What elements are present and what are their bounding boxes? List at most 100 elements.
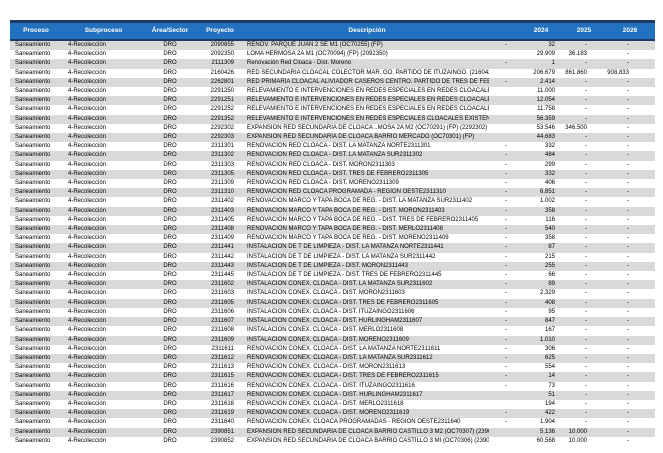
- cell-y2025[interactable]: -: [563, 344, 605, 354]
- cell-proceso[interactable]: Saneamiento: [10, 188, 62, 198]
- cell-proyecto[interactable]: 2311613: [195, 363, 245, 373]
- cell-y2025[interactable]: -: [563, 261, 605, 272]
- column-header-proceso[interactable]: Proceso: [10, 20, 62, 41]
- cell-subproceso[interactable]: 4-Recolección: [62, 252, 145, 262]
- cell-area-sector[interactable]: DRO: [145, 280, 195, 290]
- cell-subproceso[interactable]: 4-Recolección: [62, 289, 145, 299]
- cell-y2024[interactable]: 14: [519, 372, 563, 382]
- cell-proyecto[interactable]: 2311602: [195, 280, 245, 290]
- cell-proceso[interactable]: Saneamiento: [10, 298, 62, 308]
- cell-area-sector[interactable]: DRO: [145, 59, 195, 69]
- cell-subproceso[interactable]: 4-Recolección: [62, 326, 145, 336]
- cell-proceso[interactable]: Saneamiento: [10, 243, 62, 253]
- cell-descripcion[interactable]: INSTALACIÓN CONEX. CLOACA - DIST. MORÓN2…: [245, 289, 489, 299]
- cell-pre-year[interactable]: -: [489, 142, 519, 152]
- cell-y2024[interactable]: 540: [519, 225, 563, 235]
- cell-y2025[interactable]: -: [563, 409, 605, 419]
- cell-descripcion[interactable]: RELEVAMIENTO E INTERVENCIONES EN REDES E…: [245, 105, 489, 115]
- cell-descripcion[interactable]: RENOVACIÓN CONEX. CLOACA - DIST. ITUZAIN…: [245, 381, 489, 391]
- cell-y2024[interactable]: 1.002: [519, 197, 563, 207]
- cell-area-sector[interactable]: DRO: [145, 344, 195, 354]
- cell-proceso[interactable]: Saneamiento: [10, 160, 62, 170]
- cell-subproceso[interactable]: 4-Recolección: [62, 335, 145, 345]
- cell-descripcion[interactable]: RENOVACIÓN RED CLOACA - DIST. LA MATANZA…: [245, 151, 489, 161]
- cell-pre-year[interactable]: -: [489, 418, 519, 428]
- cell-proceso[interactable]: Saneamiento: [10, 169, 62, 180]
- cell-area-sector[interactable]: DRO: [145, 68, 195, 78]
- cell-proyecto[interactable]: 2311619: [195, 409, 245, 419]
- cell-subproceso[interactable]: 4-Recolección: [62, 381, 145, 391]
- column-header-proyecto[interactable]: Proyecto: [195, 20, 245, 41]
- cell-y2024[interactable]: 6.851: [519, 188, 563, 198]
- cell-pre-year[interactable]: [489, 133, 519, 143]
- cell-proyecto[interactable]: 2311617: [195, 390, 245, 400]
- cell-y2026[interactable]: -: [605, 197, 655, 207]
- cell-descripcion[interactable]: RENOVACIÓN CONEX. CLOACA - DIST. TRES DE…: [245, 372, 489, 382]
- cell-area-sector[interactable]: DRO: [145, 298, 195, 308]
- cell-area-sector[interactable]: DRO: [145, 40, 195, 51]
- cell-subproceso[interactable]: 4-Recolección: [62, 151, 145, 161]
- cell-area-sector[interactable]: DRO: [145, 142, 195, 152]
- cell-descripcion[interactable]: RENOVACIÓN CONEX. CLOACA - DIST. LA MATA…: [245, 344, 489, 354]
- column-header-y2025[interactable]: 2025: [563, 20, 605, 41]
- cell-y2026[interactable]: -: [605, 436, 655, 446]
- cell-descripcion[interactable]: INSTALACIÓN CONEX. CLOACA - DIST. HURLIN…: [245, 317, 489, 327]
- cell-y2025[interactable]: -: [563, 298, 605, 308]
- cell-y2024[interactable]: 406: [519, 179, 563, 189]
- cell-y2026[interactable]: -: [605, 427, 655, 437]
- cell-subproceso[interactable]: 4-Recolección: [62, 188, 145, 198]
- cell-proyecto[interactable]: 2390852: [195, 436, 245, 446]
- cell-subproceso[interactable]: 4-Recolección: [62, 114, 145, 124]
- cell-pre-year[interactable]: -: [489, 225, 519, 235]
- cell-pre-year[interactable]: -: [489, 215, 519, 226]
- cell-area-sector[interactable]: DRO: [145, 234, 195, 244]
- cell-proyecto[interactable]: 2311441: [195, 243, 245, 253]
- cell-descripcion[interactable]: RELEVAMIENTO E INTERVENCIONES EN REDES E…: [245, 96, 489, 106]
- cell-area-sector[interactable]: DRO: [145, 133, 195, 143]
- cell-y2024[interactable]: 306: [519, 344, 563, 354]
- cell-proceso[interactable]: Saneamiento: [10, 215, 62, 226]
- cell-y2025[interactable]: -: [563, 188, 605, 198]
- cell-pre-year[interactable]: [489, 427, 519, 437]
- cell-y2026[interactable]: -: [605, 215, 655, 226]
- cell-descripcion[interactable]: EXPANSION RED SECUNDARIA DE CLOACA BARRI…: [245, 427, 489, 437]
- cell-pre-year[interactable]: -: [489, 280, 519, 290]
- cell-pre-year[interactable]: -: [489, 363, 519, 373]
- cell-proyecto[interactable]: 2311611: [195, 344, 245, 354]
- cell-descripcion[interactable]: INSTALACIÓN DE T DE LIMPIEZA - DIST. LA …: [245, 252, 489, 262]
- cell-y2025[interactable]: -: [563, 206, 605, 216]
- cell-proceso[interactable]: Saneamiento: [10, 363, 62, 373]
- cell-area-sector[interactable]: DRO: [145, 77, 195, 88]
- cell-y2026[interactable]: -: [605, 418, 655, 428]
- cell-pre-year[interactable]: -: [489, 179, 519, 189]
- cell-y2024[interactable]: 299: [519, 160, 563, 170]
- cell-y2025[interactable]: -: [563, 169, 605, 180]
- cell-y2025[interactable]: -: [563, 105, 605, 115]
- cell-y2024[interactable]: 554: [519, 363, 563, 373]
- cell-y2025[interactable]: -: [563, 243, 605, 253]
- cell-y2024[interactable]: 422: [519, 409, 563, 419]
- cell-proceso[interactable]: Saneamiento: [10, 261, 62, 272]
- cell-y2024[interactable]: 53.546: [519, 123, 563, 134]
- cell-subproceso[interactable]: 4-Recolección: [62, 418, 145, 428]
- cell-area-sector[interactable]: DRO: [145, 179, 195, 189]
- cell-proceso[interactable]: Saneamiento: [10, 225, 62, 235]
- cell-y2025[interactable]: -: [563, 179, 605, 189]
- cell-area-sector[interactable]: DRO: [145, 197, 195, 207]
- cell-proyecto[interactable]: 2311310: [195, 188, 245, 198]
- cell-subproceso[interactable]: 4-Recolección: [62, 280, 145, 290]
- cell-y2025[interactable]: -: [563, 151, 605, 161]
- cell-y2026[interactable]: -: [605, 243, 655, 253]
- cell-proceso[interactable]: Saneamiento: [10, 234, 62, 244]
- cell-subproceso[interactable]: 4-Recolección: [62, 317, 145, 327]
- cell-pre-year[interactable]: [489, 50, 519, 60]
- cell-y2025[interactable]: -: [563, 96, 605, 106]
- cell-subproceso[interactable]: 4-Recolección: [62, 197, 145, 207]
- cell-subproceso[interactable]: 4-Recolección: [62, 59, 145, 69]
- cell-y2024[interactable]: 484: [519, 151, 563, 161]
- cell-pre-year[interactable]: -: [489, 271, 519, 281]
- cell-subproceso[interactable]: 4-Recolección: [62, 372, 145, 382]
- cell-y2024[interactable]: 89: [519, 280, 563, 290]
- cell-proyecto[interactable]: 2390851: [195, 427, 245, 437]
- cell-area-sector[interactable]: DRO: [145, 50, 195, 60]
